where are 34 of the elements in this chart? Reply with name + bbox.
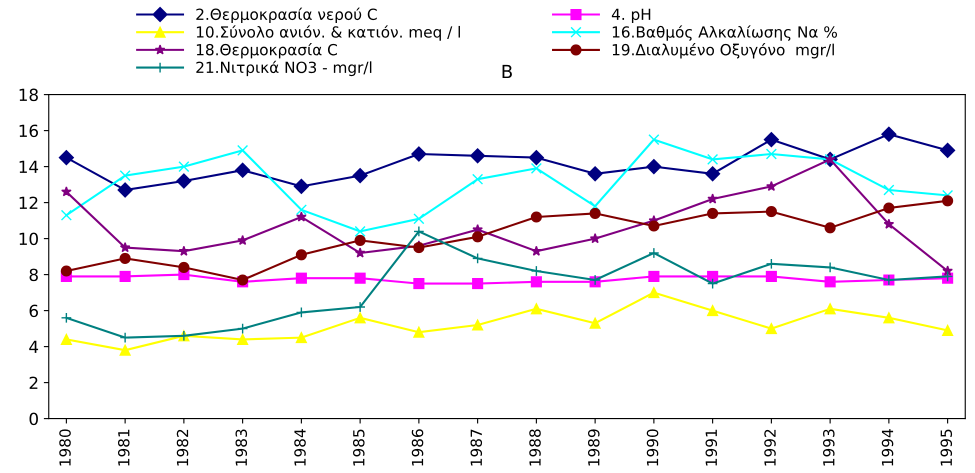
legend-label: 16.Βαθμός Αλκαλίωσης Να % — [612, 25, 837, 41]
x-tick-label: 1982 — [176, 430, 188, 466]
y-tick-label: 4 — [29, 340, 38, 353]
x-tick-label: 1989 — [588, 429, 600, 466]
x-tick-label: 1987 — [470, 430, 482, 466]
x-tick-label: 1985 — [353, 430, 365, 466]
x-tick-label: 1986 — [412, 429, 424, 466]
x-tick-label: 1990 — [646, 429, 658, 466]
y-tick-label: 6 — [30, 304, 38, 318]
x-tick-label: 1994 — [882, 429, 894, 466]
y-tick-label: 8 — [30, 268, 38, 282]
x-tick-label: 1992 — [764, 430, 776, 466]
legend-label: 21.Νιτρικά ΝΟ3 - mgr/l — [196, 60, 372, 76]
x-tick-label: 1983 — [236, 430, 248, 466]
legend-label: 19.Διαλυμένο Οξυγόνο mgr/l — [612, 43, 834, 58]
x-tick-label: 1981 — [118, 430, 130, 466]
y-tick-label: 18 — [20, 88, 38, 102]
legend-label: 2.Θερμοκρασία νερού C — [196, 8, 377, 24]
x-tick-label: 1988 — [529, 429, 541, 466]
y-tick-label: 0 — [30, 412, 38, 426]
text: B — [502, 64, 512, 78]
legend-label: 10.Σύνολο ανιόν. & κατιόν. meq / l — [196, 25, 460, 41]
y-tick-label: 10 — [20, 232, 38, 246]
x-tick-label: 1995 — [940, 430, 952, 466]
x-tick-label: 1991 — [706, 430, 718, 466]
legend-label: 18.Θερμοκρασία C — [196, 43, 337, 58]
y-tick-label: 14 — [20, 160, 38, 173]
x-tick-label: 1993 — [823, 430, 835, 466]
x-tick-label: 1984 — [294, 429, 306, 466]
y-tick-label: 2 — [30, 376, 38, 389]
x-tick-label: 1980 — [59, 429, 71, 466]
y-tick-label: 12 — [20, 196, 38, 209]
y-tick-label: 16 — [20, 124, 38, 138]
legend-label: 4. pH — [612, 8, 650, 24]
